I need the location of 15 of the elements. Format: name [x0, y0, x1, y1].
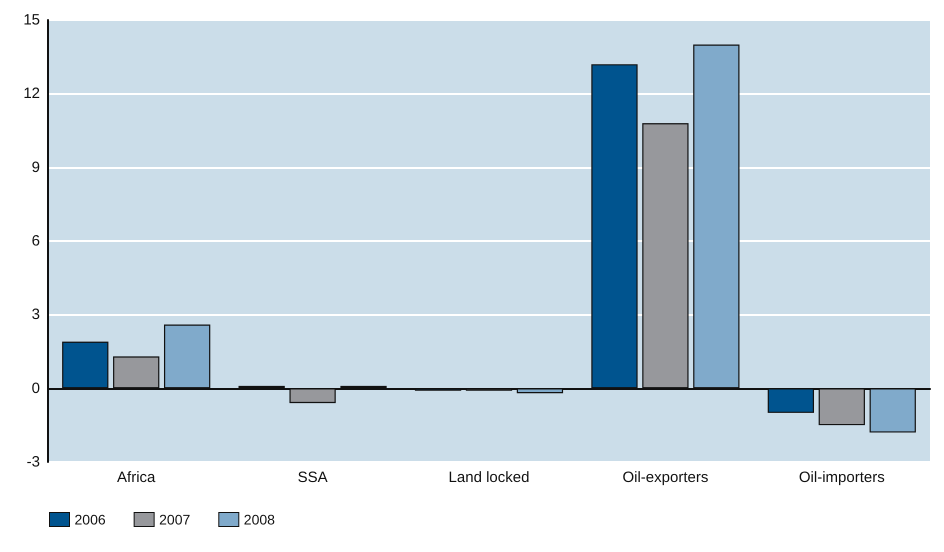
y-tick-label: 6 [32, 232, 40, 250]
x-tick-label: Oil-importers [798, 469, 885, 486]
x-tick-label: Land locked [448, 469, 530, 486]
x-tick-label: Oil-exporters [622, 469, 708, 486]
legend-label: 2006 [74, 512, 106, 528]
y-tick-label: 3 [32, 306, 40, 324]
x-tick-label: SSA [298, 469, 328, 486]
legend-label: 2008 [244, 512, 276, 528]
y-tick-label: 12 [23, 85, 40, 102]
y-tick-label: 0 [32, 380, 40, 397]
x-tick-label: Africa [117, 469, 156, 486]
y-tick-label: 15 [23, 12, 40, 28]
y-tick-label: 9 [32, 158, 40, 176]
y-tick-label: -3 [26, 454, 40, 470]
legend-label: 2007 [159, 512, 191, 528]
